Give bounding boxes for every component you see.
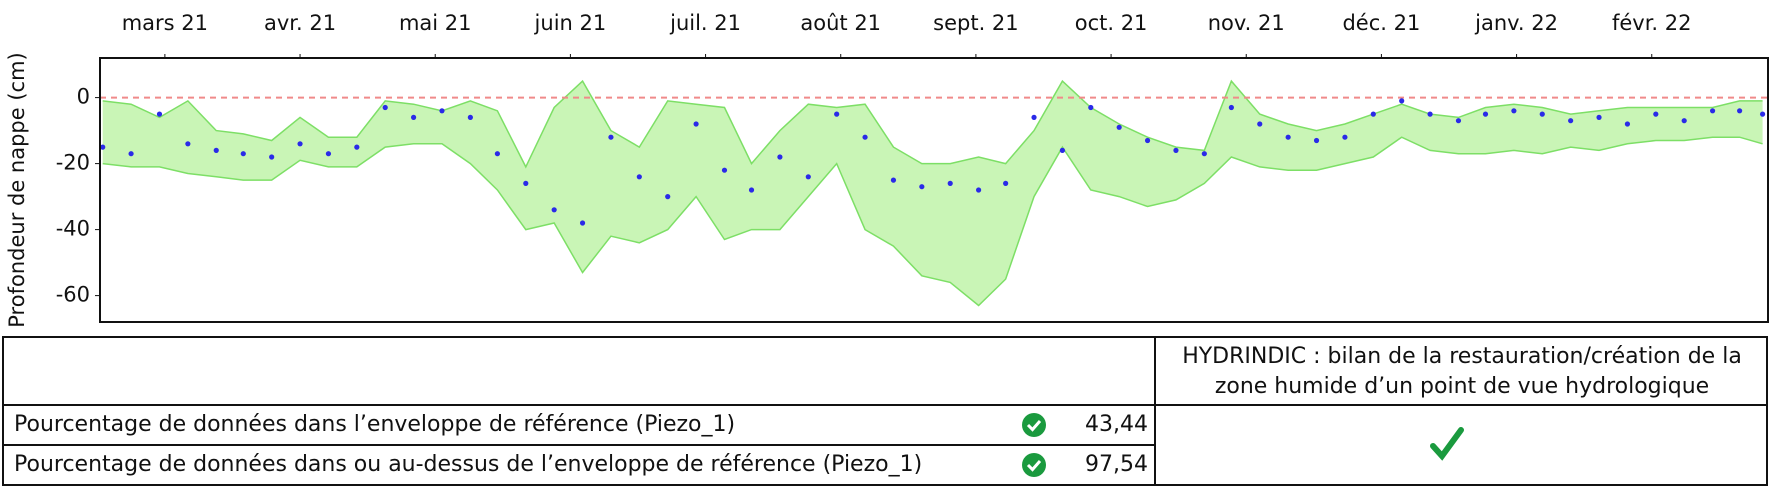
data-point	[834, 111, 840, 117]
row-value: 43,44	[1085, 412, 1148, 437]
x-tick-label: sept. 21	[933, 11, 1019, 35]
x-tick-label: avr. 21	[264, 11, 336, 35]
y-tick-label: -20	[56, 151, 90, 175]
data-point	[240, 151, 246, 157]
data-point	[665, 194, 671, 200]
header-line: zone humide d’un point de vue hydrologiq…	[1214, 374, 1710, 399]
data-point	[748, 187, 755, 193]
row-value: 97,54	[1085, 452, 1148, 477]
data-point	[1427, 111, 1433, 117]
data-point	[1624, 121, 1631, 127]
chart: Profondeur de nappe (cm) 0 -20 -40 -60 mars …	[5, 11, 1769, 328]
header-line: HYDRINDIC : bilan de la restauration/cré…	[1182, 344, 1742, 369]
data-point	[1511, 108, 1517, 114]
y-tick-label: -60	[56, 283, 90, 307]
data-point	[1031, 114, 1037, 120]
data-point	[1482, 111, 1489, 117]
data-point	[269, 154, 275, 160]
data-point	[1173, 147, 1179, 153]
data-point	[467, 114, 473, 120]
data-point	[1285, 134, 1291, 140]
plot-frame	[99, 57, 1769, 323]
data-point	[354, 144, 360, 150]
row-label: Pourcentage de données dans l’enveloppe …	[14, 412, 736, 437]
data-point	[1653, 111, 1659, 117]
header: HYDRINDIC : bilan de la restauration/cré…	[1156, 338, 1768, 406]
data-point	[1681, 118, 1687, 124]
data-point	[1257, 121, 1263, 127]
x-tick-label: oct. 21	[1075, 11, 1148, 35]
data-point	[439, 108, 445, 114]
data-point	[1201, 151, 1207, 157]
data-point	[947, 180, 953, 186]
data-point	[213, 147, 219, 153]
data-point	[297, 141, 303, 147]
data-point	[862, 134, 868, 140]
data-point	[805, 174, 811, 180]
row: Pourcentage de données dans ou au-dessus…	[4, 446, 1156, 484]
data-point	[919, 184, 925, 190]
check-icon	[1022, 413, 1046, 437]
y-tick-label: -40	[56, 217, 90, 241]
data-point	[494, 151, 501, 157]
data-point	[1596, 114, 1602, 120]
envelope-edge	[102, 136, 1763, 307]
data-point	[410, 114, 417, 120]
data-point	[128, 151, 134, 157]
data-point	[1342, 134, 1348, 140]
data-point	[1313, 137, 1320, 144]
x-tick-label: juil. 21	[669, 11, 741, 35]
x-tick-label: mars 21	[122, 11, 208, 35]
x-tick-label: févr. 22	[1612, 11, 1692, 35]
data-point	[523, 180, 529, 186]
data-point	[1003, 180, 1009, 186]
data-point	[636, 174, 642, 180]
data-point	[100, 144, 106, 150]
data-point	[156, 111, 163, 117]
check-icon	[1022, 453, 1046, 477]
data-point	[1399, 98, 1405, 104]
data-point	[1539, 111, 1545, 117]
row-label: Pourcentage de données dans ou au-dessus…	[14, 452, 923, 477]
x-tick-label: déc. 21	[1342, 11, 1420, 35]
data-point	[1116, 124, 1122, 130]
data-point	[976, 187, 982, 193]
empty-header	[4, 338, 1156, 406]
data-point	[890, 177, 897, 183]
x-tick-label: mai 21	[399, 11, 472, 35]
envelope-edge	[102, 79, 1763, 169]
data-point	[693, 121, 699, 127]
x-tick-label: janv. 22	[1474, 11, 1558, 35]
data-point	[1709, 108, 1716, 114]
data-point	[1059, 147, 1066, 153]
data-point	[1088, 104, 1094, 111]
summary-table: HYDRINDIC : bilan de la restauration/cré…	[2, 336, 1768, 486]
x-tick-label: nov. 21	[1208, 11, 1285, 35]
data-point	[1568, 118, 1574, 124]
row: Pourcentage de données dans l’enveloppe …	[4, 406, 1156, 446]
data-point	[551, 207, 557, 213]
reference-envelope	[102, 81, 1763, 306]
y-tick-label: 0	[77, 85, 90, 109]
data-point	[1759, 111, 1766, 117]
y-axis-label: Profondeur de nappe (cm)	[5, 52, 29, 327]
data-point	[608, 134, 614, 140]
data-point	[1144, 137, 1151, 144]
data-point	[579, 220, 586, 226]
data-point	[1455, 118, 1462, 124]
data-point	[1228, 104, 1234, 111]
data-point	[382, 104, 388, 111]
x-tick-label: juin 21	[534, 11, 607, 35]
data-point	[721, 167, 728, 173]
data-point	[185, 141, 191, 147]
data-point	[325, 151, 332, 157]
x-tick-label: août 21	[800, 11, 881, 35]
data-point	[777, 154, 783, 160]
data-point	[1737, 108, 1743, 114]
data-point	[1370, 111, 1376, 117]
